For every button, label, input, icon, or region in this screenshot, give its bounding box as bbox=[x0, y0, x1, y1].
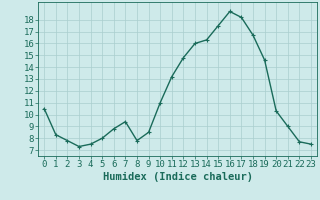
X-axis label: Humidex (Indice chaleur): Humidex (Indice chaleur) bbox=[103, 172, 252, 182]
